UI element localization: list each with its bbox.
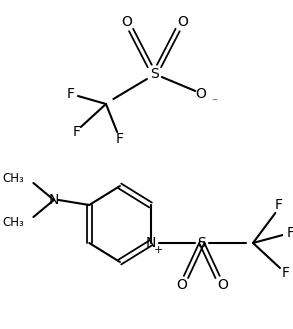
Text: F: F [275, 198, 283, 212]
Text: CH₃: CH₃ [2, 215, 24, 229]
Text: N: N [145, 236, 156, 250]
Text: F: F [72, 125, 80, 139]
Text: O: O [176, 278, 187, 292]
Text: O: O [195, 87, 206, 101]
Text: O: O [121, 15, 132, 29]
Text: +: + [153, 245, 163, 255]
Text: O: O [177, 15, 188, 29]
Text: CH₃: CH₃ [2, 171, 24, 185]
Text: F: F [282, 266, 289, 280]
Text: F: F [116, 132, 124, 146]
Text: ⁻: ⁻ [211, 97, 217, 107]
Text: F: F [286, 226, 293, 240]
Text: S: S [150, 67, 159, 81]
Text: N: N [49, 193, 59, 207]
Text: S: S [197, 236, 206, 250]
Text: F: F [67, 87, 75, 101]
Text: O: O [217, 278, 228, 292]
